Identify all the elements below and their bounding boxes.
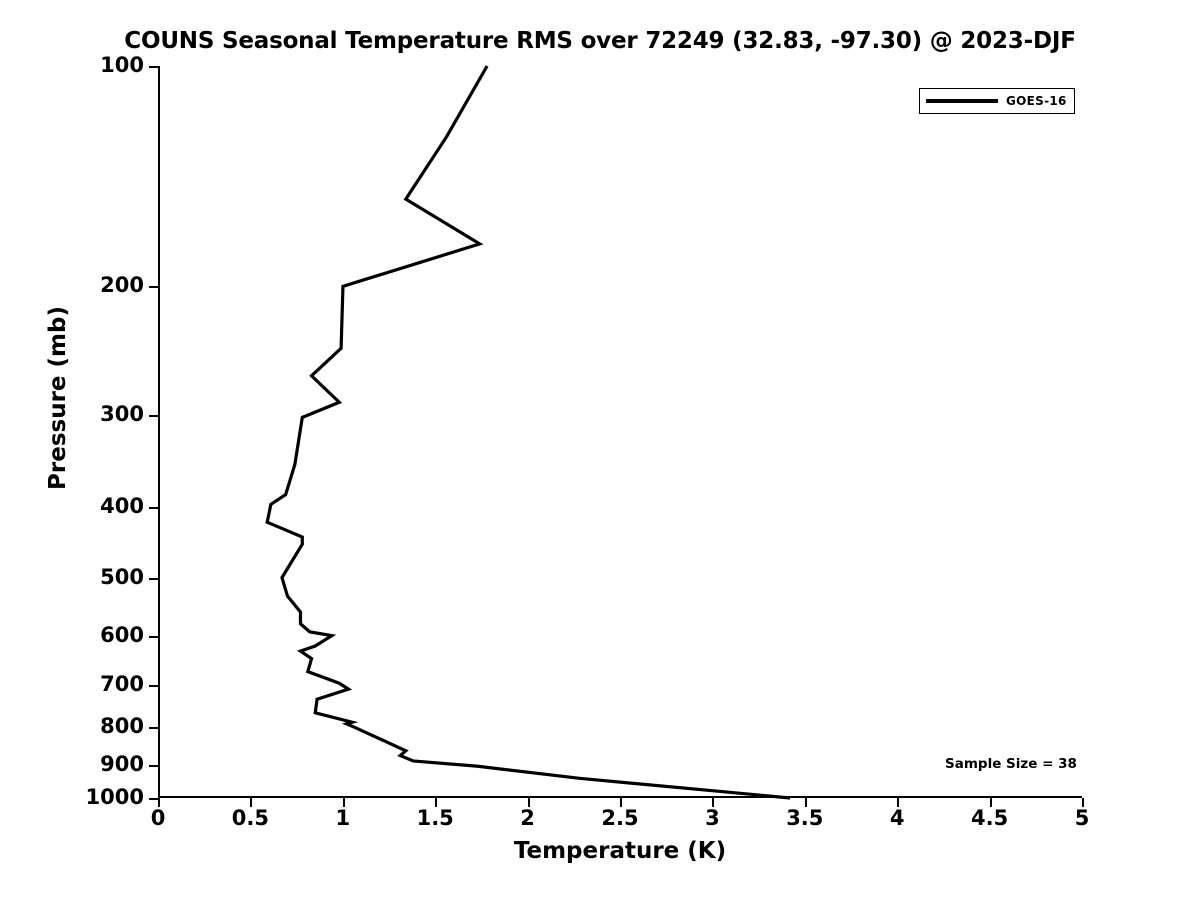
sample-size-annotation: Sample Size = 38 <box>945 756 1077 772</box>
x-tick-label: 2 <box>520 806 535 830</box>
x-axis-label: Temperature (K) <box>513 838 727 864</box>
x-tick-mark <box>989 798 992 807</box>
x-tick-label: 4.5 <box>970 806 1009 830</box>
chart-title: COUNS Seasonal Temperature RMS over 7224… <box>124 28 1076 54</box>
y-tick-label: 900 <box>100 751 144 776</box>
x-tick-label: 0.5 <box>231 806 269 830</box>
y-tick-mark <box>149 798 158 800</box>
x-tick-mark <box>158 798 160 807</box>
y-axis-label: Pressure (mb) <box>45 306 71 490</box>
data-series-goes-16 <box>265 65 791 800</box>
y-tick-label: 700 <box>100 671 144 696</box>
plot-area <box>158 65 1082 800</box>
y-tick-mark <box>149 66 158 68</box>
x-tick-mark <box>897 798 900 807</box>
x-tick-label: 3.5 <box>786 806 824 830</box>
y-tick-label: 600 <box>100 622 144 647</box>
y-tick-label: 800 <box>100 714 144 739</box>
y-tick-mark <box>149 635 158 638</box>
x-tick-mark <box>804 798 807 807</box>
legend-label-goes-16: GOES-16 <box>1006 94 1067 108</box>
x-tick-mark <box>620 798 622 807</box>
x-tick-mark <box>342 798 345 807</box>
y-tick-label: 300 <box>100 402 144 427</box>
y-tick-label: 400 <box>100 493 144 518</box>
x-tick-label: 2.5 <box>601 806 639 830</box>
x-tick-label: 3 <box>705 806 720 830</box>
y-tick-mark <box>149 286 158 289</box>
y-tick-label: 200 <box>100 273 144 298</box>
x-tick-mark <box>712 798 715 807</box>
x-tick-mark <box>250 798 253 807</box>
x-tick-label: 4 <box>889 806 905 830</box>
y-tick-mark <box>149 506 158 509</box>
x-tick-label: 1.5 <box>416 806 454 830</box>
y-tick-mark <box>149 727 158 730</box>
y-tick-mark <box>149 684 158 687</box>
legend: GOES-16 <box>919 88 1075 114</box>
y-tick-label: 1000 <box>85 785 144 809</box>
y-tick-mark <box>149 577 158 580</box>
x-tick-label: 1 <box>335 806 351 830</box>
y-tick-mark <box>149 415 158 418</box>
y-tick-mark <box>149 764 158 767</box>
series-line-goes-16 <box>265 65 791 800</box>
x-tick-label: 5 <box>1074 806 1090 830</box>
legend-line-swatch-goes-16 <box>926 99 998 103</box>
x-tick-mark <box>435 798 438 807</box>
x-tick-label: 0 <box>150 806 166 830</box>
x-tick-mark <box>527 798 530 807</box>
y-tick-label: 100 <box>100 53 144 77</box>
y-tick-label: 500 <box>100 564 144 589</box>
x-tick-mark <box>1082 798 1084 807</box>
